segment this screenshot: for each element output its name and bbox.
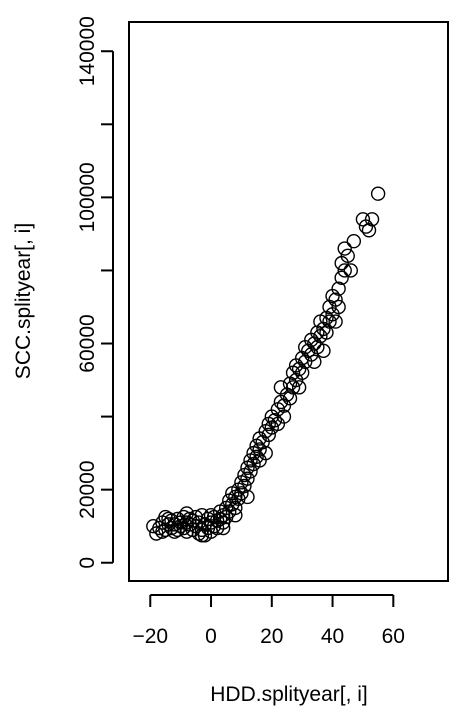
x-tick-label: 40: [321, 625, 344, 648]
y-tick-label: 20000: [76, 460, 99, 518]
x-axis-title: HDD.splityear[, i]: [210, 683, 368, 706]
x-tick-label: 0: [205, 625, 217, 648]
y-tick-label: 60000: [76, 314, 99, 372]
x-tick-label: 60: [382, 625, 405, 648]
x-tick-label: −20: [132, 625, 168, 648]
y-tick-label: 100000: [76, 162, 99, 232]
y-tick-label: 0: [76, 557, 99, 569]
y-axis-title: SCC.splityear[, i]: [12, 223, 35, 379]
x-tick-label: 20: [260, 625, 283, 648]
y-tick-label: 140000: [76, 16, 99, 86]
